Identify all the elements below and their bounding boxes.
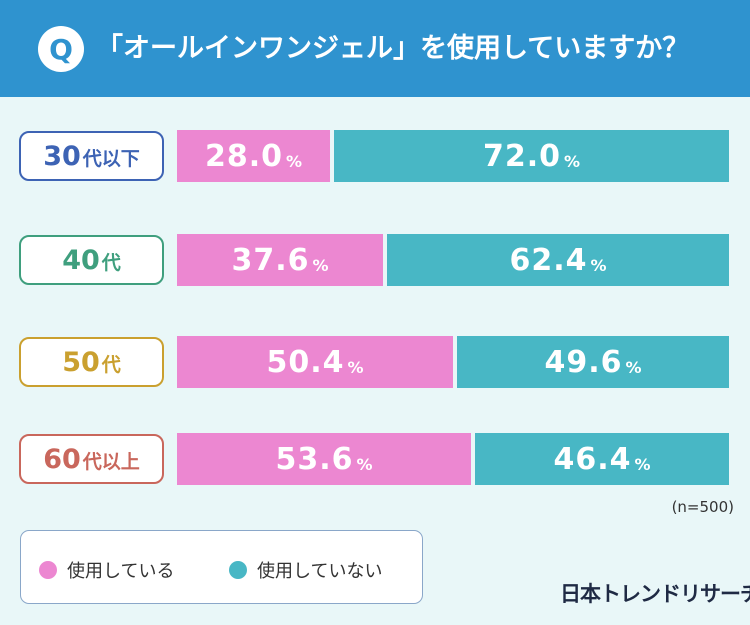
category-label-number: 60 [43, 444, 81, 475]
category-label-suffix: 代以下 [82, 148, 140, 170]
bar-row-30s-under: 28.0% 72.0% [177, 130, 729, 182]
legend-swatch-using [39, 561, 57, 579]
data-label-value: 72.0 [482, 138, 561, 174]
legend: 使用している 使用していない [20, 530, 423, 604]
bar-segment-using: 37.6% [177, 234, 383, 286]
legend-item-not-using: 使用していない [229, 557, 382, 583]
category-label-50s: 50 代 [19, 337, 164, 387]
bar-segment-not-using: 46.4% [475, 433, 729, 485]
data-label-unit: % [356, 454, 373, 474]
data-label-value: 46.4 [553, 441, 632, 477]
bar-row-60s-over: 53.6% 46.4% [177, 433, 729, 485]
bar-segment-using: 50.4% [177, 336, 453, 388]
data-label-value: 49.6 [544, 344, 623, 380]
category-label-30s-under: 30 代以下 [19, 131, 164, 181]
bar-segment-not-using: 62.4% [387, 234, 729, 286]
legend-item-using: 使用している [39, 557, 174, 583]
data-label-value: 37.6 [231, 242, 310, 278]
bar-segment-using: 53.6% [177, 433, 471, 485]
category-label-number: 50 [62, 347, 100, 378]
data-label-unit: % [625, 357, 642, 377]
category-label-suffix: 代 [101, 354, 121, 376]
sample-size-note: (n=500) [671, 498, 734, 516]
data-label-unit: % [590, 255, 607, 275]
category-label-number: 40 [62, 245, 100, 276]
question-badge: Q [38, 26, 84, 72]
legend-label-not-using: 使用していない [257, 561, 383, 582]
header-banner: Q 「オールインワンジェル」を使用していますか？ [0, 0, 750, 97]
category-label-40s: 40 代 [19, 235, 164, 285]
chart-title: 「オールインワンジェル」を使用していますか？ [96, 33, 690, 64]
category-label-suffix: 代以上 [82, 451, 140, 473]
data-label-value: 53.6 [275, 441, 354, 477]
data-label-value: 62.4 [509, 242, 588, 278]
data-label-value: 28.0 [204, 138, 283, 174]
bar-segment-not-using: 72.0% [334, 130, 729, 182]
data-label-unit: % [312, 255, 329, 275]
bar-row-40s: 37.6% 62.4% [177, 234, 729, 286]
stacked-bar-chart: 30 代以下 28.0% 72.0% 40 代 37.6% 62.4% 50 代 50.4% 49.6… [0, 97, 750, 517]
data-label-value: 50.4 [266, 344, 345, 380]
data-label-unit: % [347, 357, 364, 377]
data-label-unit: % [634, 454, 651, 474]
legend-label-using: 使用している [67, 561, 175, 582]
brand-logo-text: 日本トレンドリサーチ [560, 582, 750, 606]
bar-segment-not-using: 49.6% [457, 336, 729, 388]
bar-row-50s: 50.4% 49.6% [177, 336, 729, 388]
legend-swatch-not-using [229, 561, 247, 579]
data-label-unit: % [286, 151, 303, 171]
data-label-unit: % [564, 151, 581, 171]
category-label-suffix: 代 [101, 252, 121, 274]
category-label-number: 30 [43, 141, 81, 172]
bar-segment-using: 28.0% [177, 130, 330, 182]
category-label-60s-over: 60 代以上 [19, 434, 164, 484]
